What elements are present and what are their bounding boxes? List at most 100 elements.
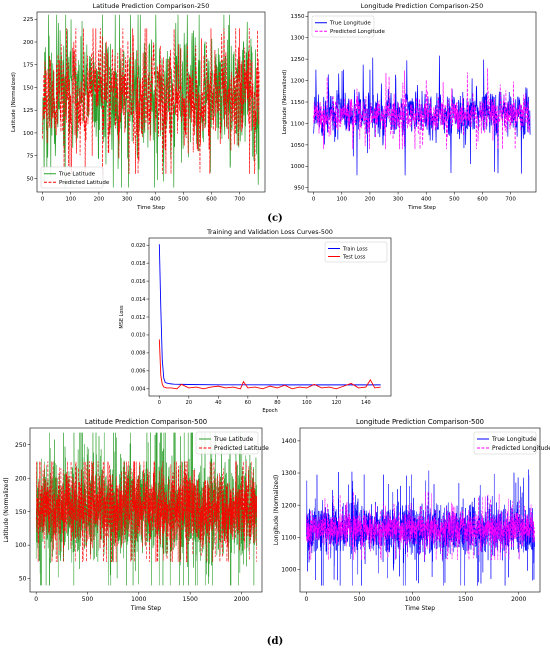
chart-title: Longitude Prediction Comparison-500 (356, 418, 484, 426)
x-tick-label: 300 (393, 197, 404, 203)
legend-label: Predicted Longitude (330, 29, 386, 35)
series-line-2 (42, 28, 260, 174)
x-tick-label: 700 (234, 197, 245, 203)
x-tick-label: 1000 (405, 596, 420, 603)
legend-label: Train Loss (342, 246, 368, 252)
legend: True Latitude Predicted Latitude (40, 166, 110, 189)
y-tick-label: 1300 (281, 470, 296, 477)
y-tick-label: 950 (294, 186, 305, 192)
legend-label: True Longitude (491, 436, 537, 443)
series-line-2 (313, 68, 531, 150)
x-axis-label: Time Step (407, 205, 436, 211)
x-tick-label: 500 (354, 596, 366, 603)
y-tick-label: 0.012 (131, 315, 145, 321)
x-tick-label: 200 (94, 197, 105, 203)
legend-label: Predicted Longitude (492, 445, 550, 452)
y-tick-label: 1300 (291, 36, 305, 42)
y-tick-label: 0.020 (131, 243, 145, 249)
y-tick-label: 125 (23, 108, 34, 114)
y-tick-label: 50 (27, 176, 34, 182)
x-tick-label: 600 (206, 197, 217, 203)
x-tick-label: 100 (337, 197, 348, 203)
x-tick-label: 700 (505, 197, 516, 203)
series-line-2 (306, 491, 535, 560)
chart-title: Training and Validation Loss Curves-500 (206, 229, 333, 236)
plot-frame (29, 427, 263, 593)
series-line-1 (158, 244, 381, 386)
chart-lat500: 0 500 1000 1500 2000 50 100 150 200 250 Latitude P… (3, 418, 269, 612)
x-tick-label: 0 (304, 596, 308, 603)
x-tick-label: 0 (41, 197, 45, 203)
series-line-1 (35, 432, 258, 586)
x-tick-label: 140 (361, 400, 371, 406)
legend-label: Predicted Latitude (59, 180, 110, 186)
y-axis-label: Longitude (Normalized) (282, 70, 288, 135)
y-tick-label: 200 (15, 475, 27, 482)
y-tick-label: 0.018 (131, 261, 145, 267)
x-axis-label: Time Step (136, 205, 165, 211)
y-tick-label: 1150 (291, 100, 305, 106)
x-tick-label: 1500 (458, 596, 473, 603)
legend-label: True Longitude (329, 21, 371, 27)
x-tick-label: 2000 (234, 596, 249, 603)
x-tick-label: 400 (421, 197, 432, 203)
x-tick-label: 500 (449, 197, 460, 203)
y-tick-label: 1250 (291, 57, 305, 63)
x-tick-label: 400 (150, 197, 161, 203)
x-tick-label: 40 (215, 400, 221, 406)
y-tick-label: 1200 (281, 502, 296, 509)
x-tick-label: 0 (34, 596, 38, 603)
chart-lat250: 0 100 200 300 400 500 600 700 50 75 100 125 150 175 20… (11, 2, 266, 211)
legend-label: Test Loss (342, 254, 366, 260)
y-tick-label: 0.016 (131, 279, 145, 285)
x-tick-label: 20 (186, 400, 192, 406)
y-tick-label: 1100 (281, 534, 296, 541)
y-tick-label: 1000 (291, 164, 305, 170)
y-tick-label: 100 (15, 542, 27, 549)
chart-lon500: 0 500 1000 1500 2000 1000 1100 1200 1300 1400 Long… (273, 418, 550, 612)
x-tick-label: 0 (312, 197, 316, 203)
legend: Train Loss Test Loss (324, 241, 388, 263)
series-line-2 (35, 461, 258, 562)
y-tick-label: 0.014 (131, 297, 145, 303)
chart-loss500: 0 20 40 60 80 100 120 140 0.004 0.006 0.008 0.010 0.… (119, 229, 392, 414)
y-tick-label: 175 (23, 63, 34, 69)
x-tick-label: 500 (82, 596, 94, 603)
y-tick-label: 0.010 (131, 333, 145, 339)
y-tick-label: 150 (23, 85, 34, 91)
y-tick-label: 200 (23, 40, 34, 46)
x-tick-label: 1500 (183, 596, 198, 603)
x-tick-label: 300 (122, 197, 133, 203)
x-tick-label: 200 (365, 197, 376, 203)
y-tick-label: 225 (23, 17, 34, 23)
legend: True Longitude Predicted Longitude (311, 15, 386, 38)
y-tick-label: 1100 (291, 121, 305, 127)
series-line-2 (158, 339, 381, 390)
y-tick-label: 1350 (291, 14, 305, 20)
y-tick-label: 0.008 (131, 351, 145, 357)
chart-title: Latitude Prediction Comparison-500 (85, 418, 207, 426)
x-tick-label: 100 (302, 400, 312, 406)
y-tick-label: 0.004 (131, 387, 145, 393)
legend: True Latitude Predicted Latitude (195, 431, 269, 455)
y-tick-label: 100 (23, 131, 34, 137)
y-tick-label: 1000 (281, 567, 296, 574)
y-tick-label: 150 (15, 509, 27, 516)
plot-frame (36, 11, 266, 193)
panel-label-d: (d) (267, 636, 283, 647)
x-tick-label: 120 (332, 400, 342, 406)
x-axis-label: Epoch (262, 408, 277, 414)
y-axis-label: Latitude (Normalized) (11, 72, 17, 132)
x-tick-label: 2000 (511, 596, 526, 603)
chart-title: Latitude Prediction Comparison-250 (93, 2, 210, 10)
x-axis-label: Time Step (404, 605, 435, 612)
y-tick-label: 0.006 (131, 369, 145, 375)
x-axis-label: Time Step (130, 605, 161, 612)
legend-label: True Latitude (213, 436, 254, 443)
y-tick-label: 75 (27, 154, 34, 160)
x-tick-label: 600 (477, 197, 488, 203)
y-tick-label: 1050 (291, 143, 305, 149)
x-tick-label: 0 (158, 400, 161, 406)
y-axis-label: MSE Loss (119, 305, 125, 329)
